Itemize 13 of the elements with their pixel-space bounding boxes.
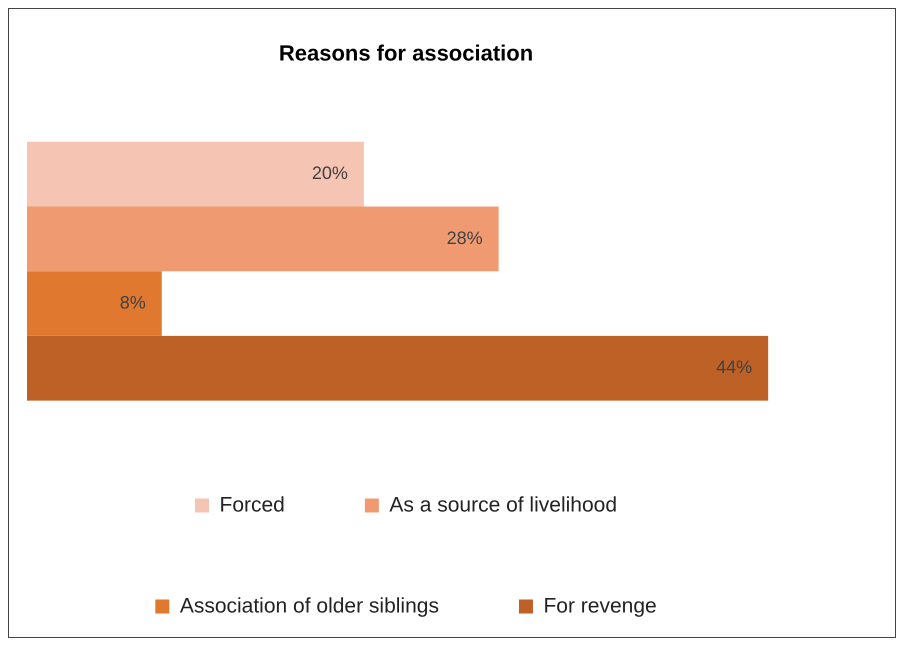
bar: [27, 336, 768, 401]
data-label: 8%: [120, 292, 146, 313]
data-label: 28%: [446, 228, 483, 248]
data-label: 44%: [716, 357, 752, 378]
bar: [27, 271, 162, 336]
legend-label: For revenge: [543, 594, 657, 618]
bar: [27, 142, 364, 206]
chart-title: Reasons for association: [278, 40, 534, 66]
legend-label: As a source of livelihood: [389, 493, 618, 516]
data-label: 20%: [312, 163, 348, 184]
bar: [27, 206, 499, 272]
legend-label: Association of older siblings: [180, 594, 439, 618]
legend-label: Forced: [220, 493, 285, 516]
